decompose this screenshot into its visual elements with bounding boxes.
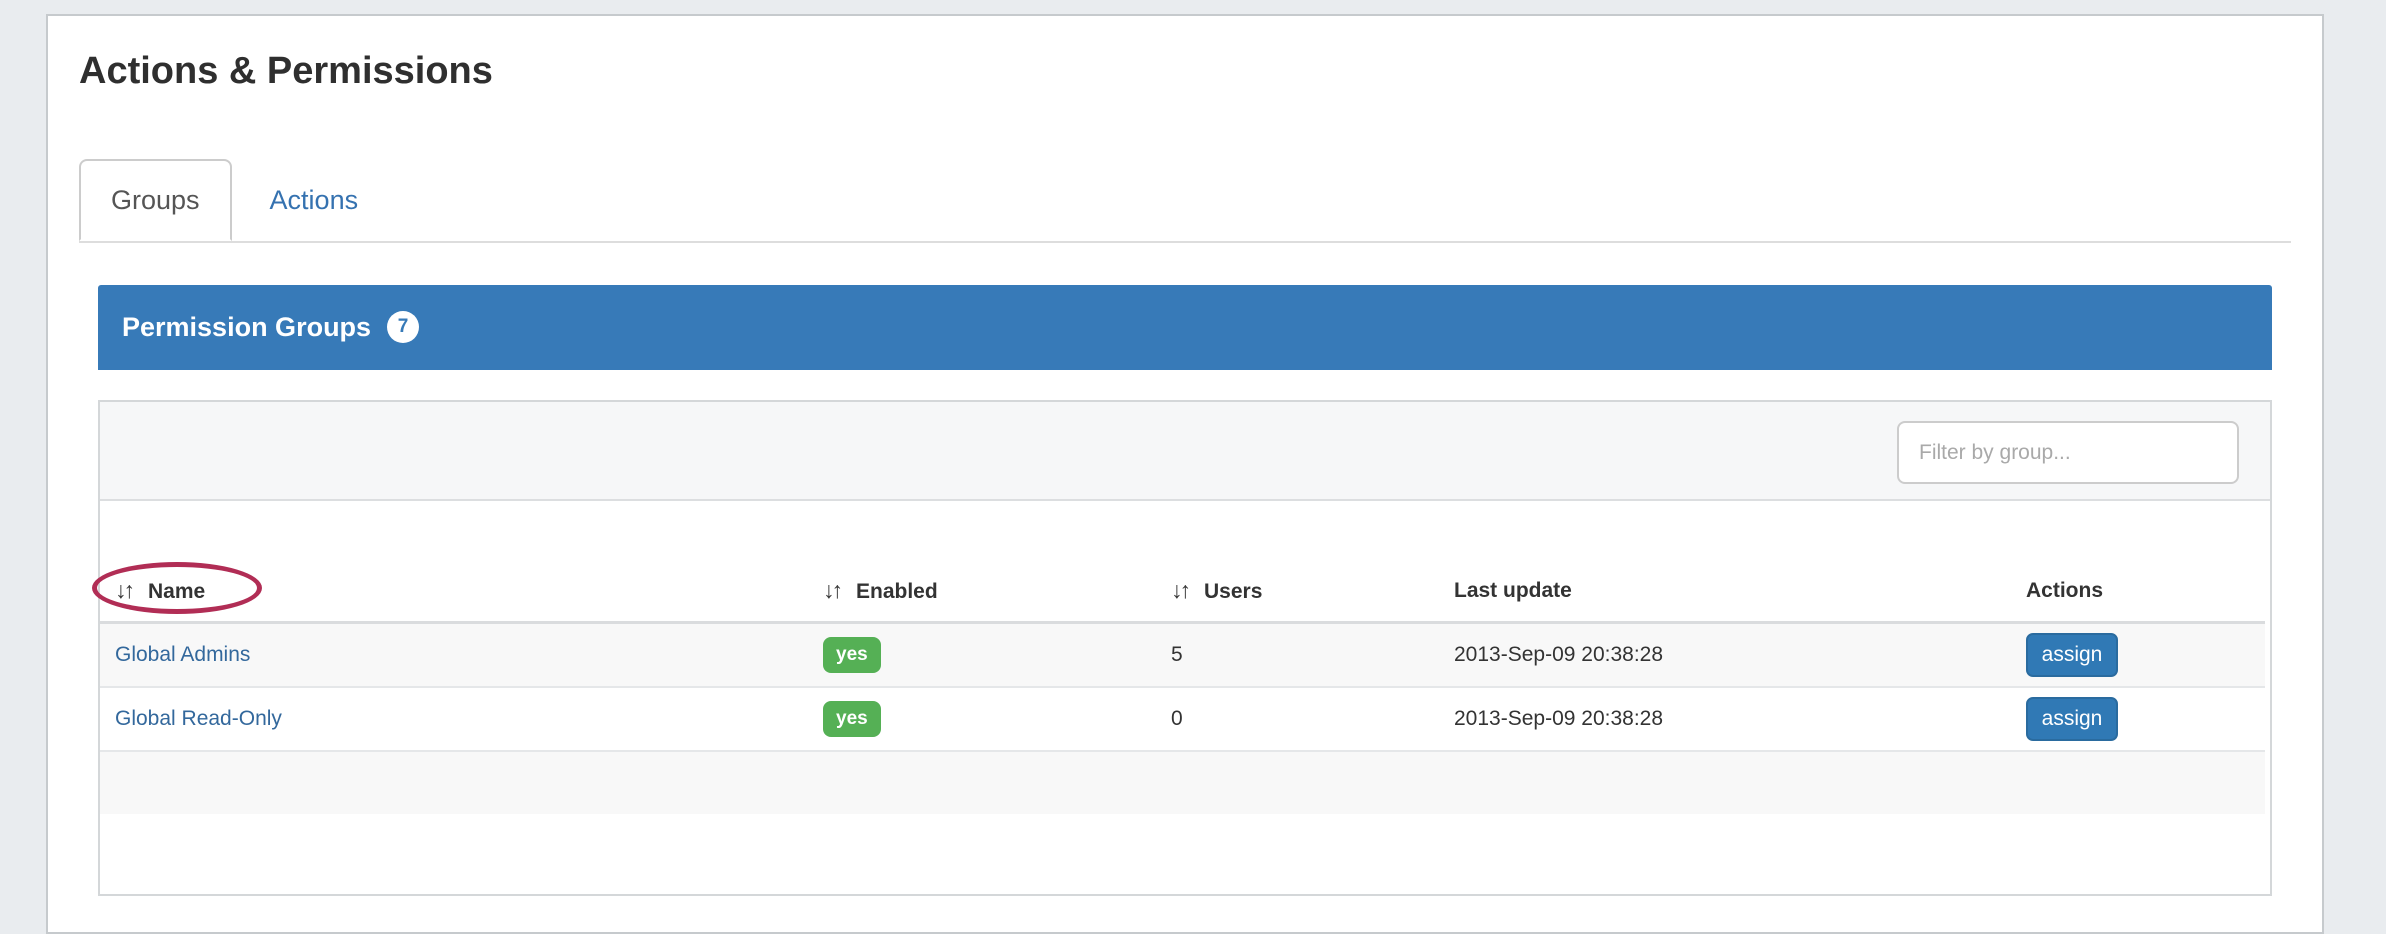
page-background: Actions & Permissions Groups Actions Per… bbox=[46, 14, 2324, 934]
table-row-global-read-only: Global Read-Only yes 0 2013-Sep-09 20:38… bbox=[100, 686, 2265, 751]
enabled-badge: yes bbox=[823, 637, 881, 673]
tab-actions-label: Actions bbox=[269, 185, 359, 215]
page-title: Actions & Permissions bbox=[79, 50, 493, 92]
table-row-partial bbox=[100, 750, 2265, 814]
permission-groups-table: ↓↑ Name ↓↑ Enabled ↓↑ Users Last update bbox=[100, 501, 2265, 814]
cell-name: Global Admins bbox=[100, 623, 808, 688]
group-link[interactable]: Global Read-Only bbox=[115, 707, 282, 730]
panel-title: Permission Groups bbox=[122, 312, 372, 342]
column-header-enabled-label: Enabled bbox=[856, 580, 938, 603]
sort-icon: ↓↑ bbox=[823, 577, 843, 603]
cell-actions: assign bbox=[2011, 623, 2265, 688]
sort-icon: ↓↑ bbox=[1171, 577, 1191, 603]
content-card: Actions & Permissions Groups Actions Per… bbox=[46, 14, 2324, 934]
cell-enabled: yes bbox=[808, 686, 1156, 751]
column-header-last-update: Last update bbox=[1439, 501, 2011, 624]
cell-users: 0 bbox=[1156, 686, 1439, 751]
panel-heading: Permission Groups 7 bbox=[98, 285, 2272, 370]
tab-content-groups: Permission Groups 7 ↓↑ Name bbox=[79, 285, 2291, 896]
column-header-users[interactable]: ↓↑ Users bbox=[1156, 501, 1439, 624]
table-row-global-admins: Global Admins yes 5 2013-Sep-09 20:38:28… bbox=[100, 622, 2265, 688]
enabled-badge: yes bbox=[823, 701, 881, 737]
cell-last-update: 2013-Sep-09 20:38:28 bbox=[1454, 643, 1664, 666]
tab-bar: Groups Actions bbox=[79, 159, 2291, 243]
cell-actions: assign bbox=[2011, 686, 2265, 751]
filter-toolbar bbox=[100, 402, 2270, 501]
group-count-badge: 7 bbox=[387, 310, 420, 343]
tab-groups[interactable]: Groups bbox=[79, 159, 232, 241]
assign-button[interactable]: assign bbox=[2026, 633, 2118, 677]
column-header-enabled[interactable]: ↓↑ Enabled bbox=[808, 501, 1156, 624]
table-header-row: ↓↑ Name ↓↑ Enabled ↓↑ Users Last update bbox=[100, 501, 2265, 624]
column-header-users-label: Users bbox=[1204, 580, 1263, 603]
tab-groups-label: Groups bbox=[111, 185, 200, 215]
cell-enabled: yes bbox=[808, 623, 1156, 688]
cell-users: 5 bbox=[1171, 643, 1183, 666]
column-header-name[interactable]: ↓↑ Name bbox=[100, 501, 808, 624]
tab-actions[interactable]: Actions bbox=[232, 161, 397, 239]
assign-button[interactable]: assign bbox=[2026, 697, 2118, 741]
column-header-last-update-label: Last update bbox=[1454, 578, 1572, 602]
column-header-actions-label: Actions bbox=[2026, 578, 2104, 602]
cell-last-update: 2013-Sep-09 20:38:28 bbox=[1439, 686, 2011, 751]
permission-groups-panel: ↓↑ Name ↓↑ Enabled ↓↑ Users Last update bbox=[98, 400, 2272, 896]
sort-icon: ↓↑ bbox=[115, 577, 135, 603]
column-header-actions: Actions bbox=[2011, 501, 2265, 624]
column-header-name-label: Name bbox=[148, 580, 206, 603]
filter-by-group-input[interactable] bbox=[1897, 421, 2239, 484]
group-link[interactable]: Global Admins bbox=[115, 643, 251, 666]
cell-name: Global Read-Only bbox=[100, 686, 808, 751]
